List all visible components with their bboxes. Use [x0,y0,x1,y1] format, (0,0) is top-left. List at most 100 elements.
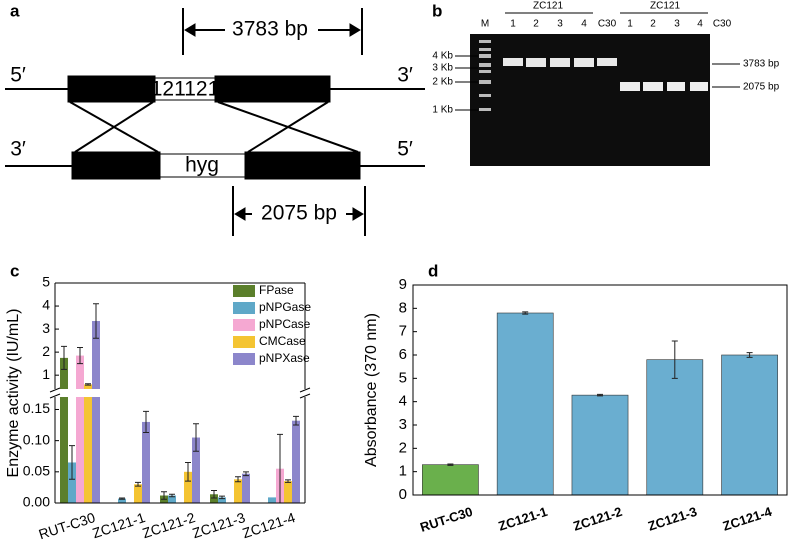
bar [68,462,76,503]
y-tick-label: 0.15 [23,400,50,416]
error-bar [77,347,83,365]
error-bar [169,493,175,498]
bar [76,355,84,389]
y-tick-label: 9 [399,276,407,293]
insert-label: 121121 [151,78,220,101]
error-bar [746,352,753,358]
panel-label: c [10,261,19,280]
error-bar [671,340,678,379]
end-label: 5′ [10,64,26,87]
axis-break [299,393,311,399]
bar [192,437,200,503]
marker-label: 3 Kb [432,63,453,74]
x-tick-label: ZC121-3 [646,504,699,534]
lane-label: 1 [510,19,516,30]
bar [571,394,629,496]
error-bar [135,481,141,487]
error-bar [119,497,125,500]
end-label: 3′ [397,64,413,87]
y-tick-label: 2 [399,439,407,456]
bar [496,312,554,496]
y-tick-label: 1 [42,366,50,382]
bar [92,397,100,503]
panel-a: a 3783 bp 121121 5′ 3′ hyg 3′ 5′ 2075 bp [5,1,425,236]
y-tick-label: 1 [399,463,407,480]
bar [292,420,300,503]
error-bar [193,423,199,452]
y-tick-label: 0 [399,486,407,503]
marker-label: 4 Kb [432,51,453,62]
distance-label: 3783 bp [232,18,308,41]
x-tick-label: ZC121-3 [190,509,247,540]
lane-label: 1 [627,19,633,30]
y-axis-label: Absorbance (370 nm) [363,313,380,467]
lane-label: M [481,19,489,30]
bar [284,481,292,503]
y-tick-label: 0.10 [23,431,50,447]
legend-swatch [233,353,255,365]
legend-swatch [233,285,255,297]
lane-label: 4 [581,19,587,30]
x-tick-label: ZC121-1 [496,504,549,534]
end-label: 3′ [10,138,26,161]
band-label: 3783 bp [743,59,780,70]
axis-break [49,393,61,399]
bar [268,497,276,503]
lane-label: 4 [697,19,703,30]
lane-label: C30 [713,19,732,30]
group-label: ZC121 [650,1,680,12]
bar [142,421,150,503]
bar [184,471,192,503]
y-tick-label: 6 [399,346,407,363]
x-tick-label: ZC121-1 [90,509,147,540]
error-bar [235,476,241,483]
x-tick-label: ZC121-2 [140,509,197,540]
error-bar [69,445,75,480]
bar [60,397,68,503]
end-label: 5′ [397,138,413,161]
bar [92,321,100,389]
x-tick-label: ZC121-2 [571,504,624,534]
bar [134,484,142,503]
y-tick-label: 8 [399,299,407,316]
y-tick-label: 3 [399,416,407,433]
x-tick-label: RUT-C30 [418,504,474,535]
bar [60,357,68,389]
axis-break [49,387,61,393]
group-label: ZC121 [533,1,563,12]
distance-label: 2075 bp [261,202,337,225]
y-tick-label: 4 [399,393,407,410]
bar [84,397,92,503]
bar [218,497,226,503]
lane-label: C30 [598,19,617,30]
bar [242,473,250,503]
lane-label: 2 [533,19,539,30]
bar [422,464,479,496]
error-bar [285,479,291,483]
lane-label: 2 [650,19,656,30]
band-label: 2075 bp [743,82,780,93]
bar [168,495,176,503]
bar [76,397,84,503]
x-tick-label: RUT-C30 [37,509,98,540]
bar [210,494,218,503]
error-bar [161,491,167,500]
panel-label: b [432,1,442,20]
error-bar [447,463,454,466]
panel-label: a [10,1,20,20]
y-tick-label: 0.00 [23,494,50,510]
gel-image [470,34,710,166]
marker-label: 2 Kb [432,77,453,88]
y-tick-label: 5 [42,274,50,290]
error-bar [219,495,225,500]
error-bar [522,311,529,315]
panel-b: b ZC121 ZC121 4 Kb 3 Kb 2 Kb 1 Kb 3783 b… [432,1,780,166]
legend-swatch [233,336,255,348]
x-tick-label: ZC121-4 [240,509,297,540]
error-bar [293,415,299,426]
bar [234,479,242,503]
y-tick-label: 5 [399,369,407,386]
legend-label: FPase [259,283,294,297]
y-tick-label: 2 [42,343,50,359]
